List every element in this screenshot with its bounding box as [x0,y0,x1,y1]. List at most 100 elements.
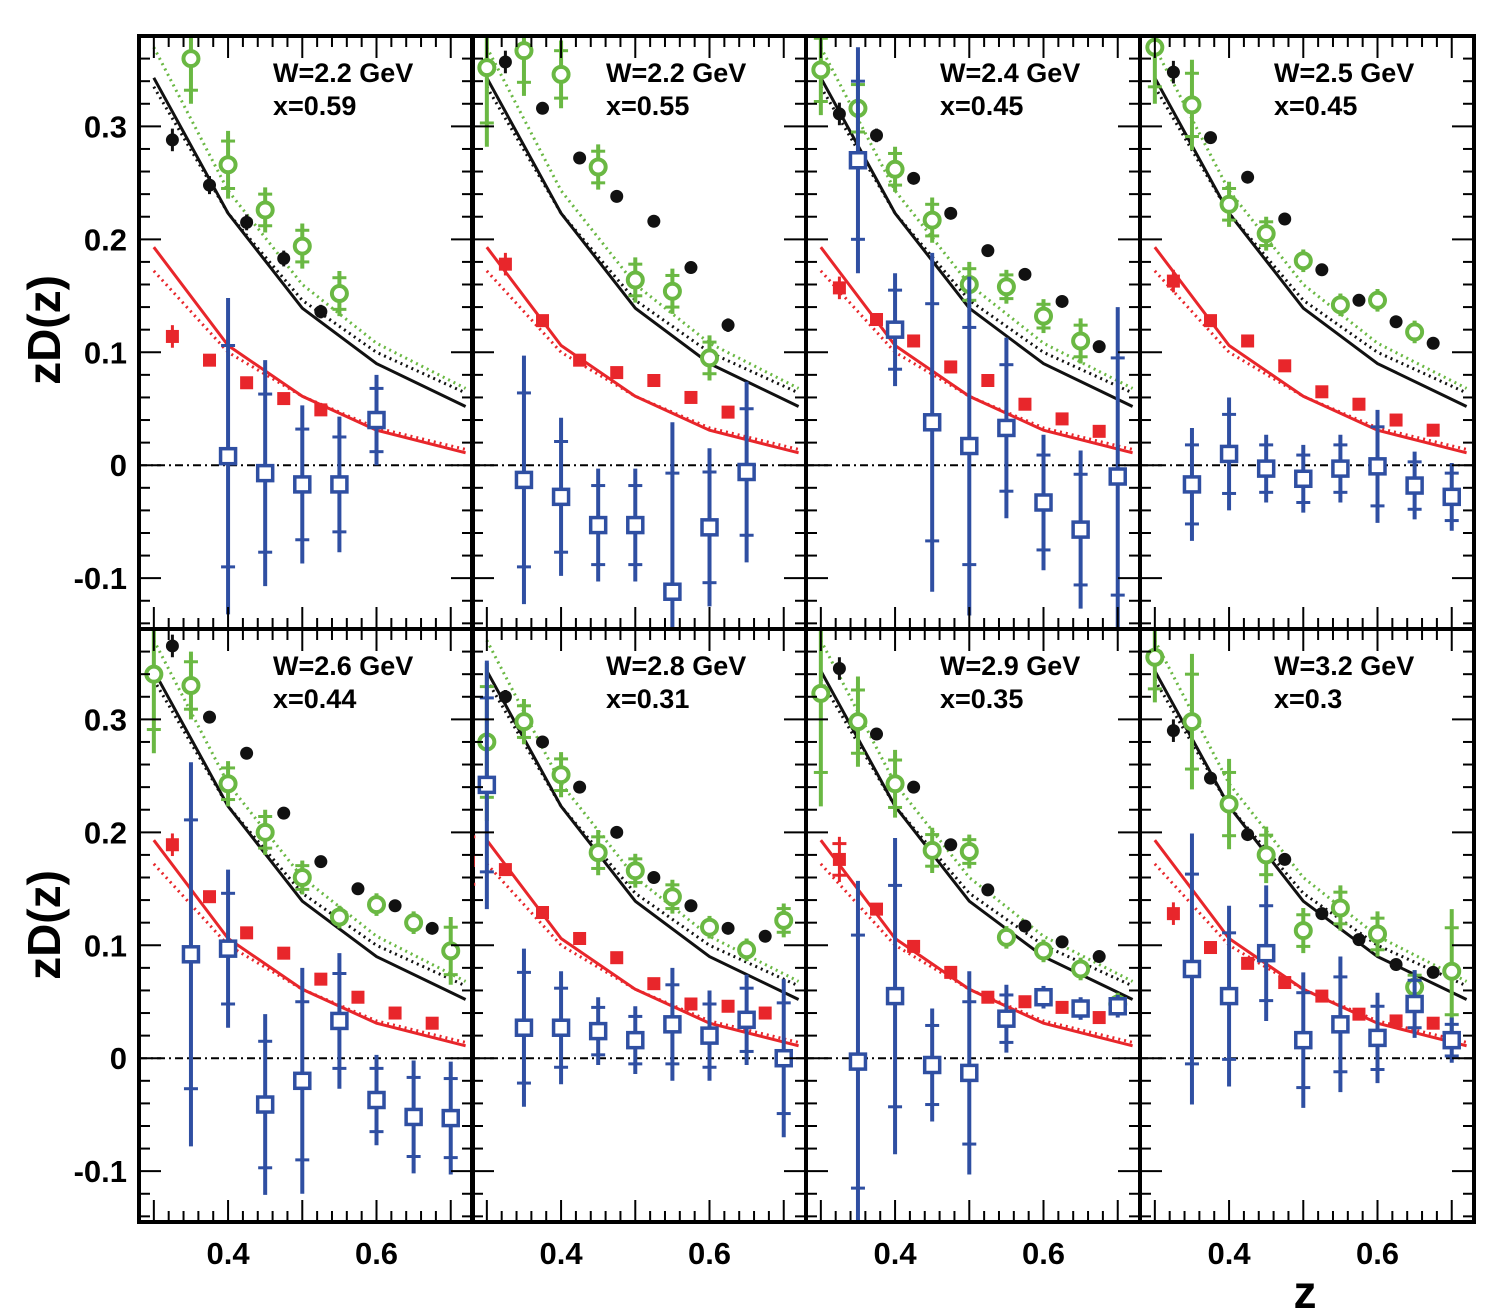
black-point [314,855,328,869]
red-point [498,257,512,271]
blue-point [1071,520,1090,539]
blue-point [922,1055,942,1075]
red-point [1352,397,1366,411]
black-point [647,214,661,228]
blue-point [885,986,905,1006]
green-point [477,58,497,78]
x-tick-label: 0.6 [355,1236,398,1271]
blue-point [1182,475,1202,494]
blue-point [551,1018,571,1037]
red-point [1278,359,1292,373]
blue-point [960,1063,979,1083]
red-point [1278,976,1292,990]
green-point [1256,845,1276,865]
curve-green-dotted [1153,639,1468,983]
red-point [165,838,179,852]
blue-point [1108,997,1127,1016]
black-point [203,710,217,724]
curve-red-dotted [485,269,799,451]
blue-point [1368,1028,1387,1048]
black-point [425,921,439,935]
blue-point [404,1107,423,1127]
blue-point [514,1018,534,1037]
curve-red-solid [485,246,799,455]
red-point [944,965,958,979]
red-point [1426,1016,1440,1030]
x-tick-label: 0.4 [874,1236,918,1271]
blue-point [330,1011,349,1031]
panel-label-w: W=2.8 GeV [606,651,746,681]
plot-area [806,629,1140,1222]
green-point [996,927,1016,947]
plot-area [472,639,806,1138]
blue-point [514,470,534,490]
black-point [573,780,587,794]
black-point [573,151,587,165]
red-point [870,313,884,327]
black-point [536,101,550,115]
black-point [1018,919,1032,933]
blue-point [181,945,201,964]
red-point [314,403,328,417]
red-point [240,376,254,390]
blue-point [737,462,756,482]
blue-point [1294,1030,1313,1050]
red-point [610,366,624,380]
black-point [165,639,179,653]
red-point [1315,989,1329,1003]
curve-black-dotted [152,679,467,988]
red-point [203,890,217,904]
green-point [1368,290,1388,310]
black-point [944,206,958,220]
red-point [165,329,179,343]
blue-point [1368,457,1387,476]
red-point [1426,423,1440,437]
green-point [625,270,645,290]
red-point [1092,1011,1106,1025]
blue-point [960,436,979,456]
red-point [388,1006,402,1020]
green-point [588,843,608,863]
x-tick-label: 0.6 [1022,1236,1065,1271]
panel-frame [1138,627,1476,1224]
blue-point [663,582,682,601]
black-point [1055,294,1069,308]
black-point [1092,340,1106,354]
green-point [292,867,312,887]
red-point [1018,995,1032,1009]
curve-red-solid [819,246,1133,455]
green-point [625,861,645,881]
black-point [1018,267,1032,281]
red-point [758,1006,772,1020]
blue-point [441,1108,460,1128]
green-point [292,236,312,256]
blue-point [1108,467,1127,486]
green-point [514,712,534,732]
plot-area [1140,629,1474,1108]
blue-point [1405,994,1424,1014]
blue-point [1182,959,1202,979]
green-point [404,913,424,933]
green-point [551,765,571,785]
black-point [832,662,846,676]
green-point [1034,941,1054,961]
black-point [907,171,921,185]
blue-point [1442,487,1461,507]
blue-point [367,410,386,430]
black-point [684,899,698,913]
black-point [870,128,884,142]
red-point [1018,397,1032,411]
curve-green-dotted [485,46,800,390]
curve-black-dotted [485,679,800,988]
red-point [1166,274,1180,288]
green-point [1330,295,1350,315]
green-point [255,200,275,220]
black-point [758,929,772,943]
curve-black-dotted [819,86,1134,395]
black-point [388,899,402,913]
